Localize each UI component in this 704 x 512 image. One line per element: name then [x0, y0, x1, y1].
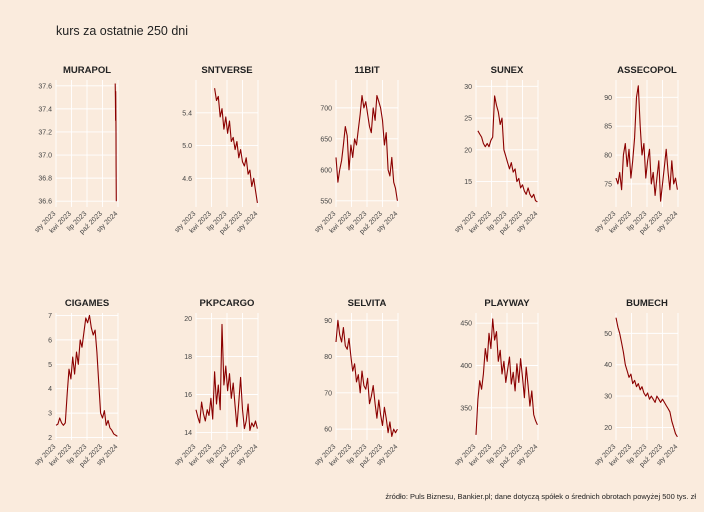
y-tick-label: 37.0 [38, 153, 52, 160]
panel-title: SUNEX [491, 65, 524, 76]
y-tick-label: 7 [48, 313, 52, 320]
y-tick-label: 4.6 [182, 176, 192, 183]
y-tick-label: 16 [184, 392, 192, 399]
y-tick-label: 60 [324, 427, 332, 434]
y-tick-label: 20 [464, 147, 472, 154]
y-tick-label: 5 [48, 362, 52, 369]
y-tick-label: 650 [320, 136, 332, 143]
series-line-bumech [615, 317, 678, 438]
y-tick-label: 4 [48, 386, 52, 393]
y-tick-label: 37.2 [38, 129, 52, 136]
panel-title: ASSECOPOL [617, 65, 677, 76]
source-caption: źródło: Puls Biznesu, Bankier.pl; dane d… [385, 492, 696, 501]
y-tick-label: 6 [48, 337, 52, 344]
panel-title: PKPCARGO [200, 298, 255, 309]
y-tick-label: 50 [604, 331, 612, 338]
series-line-playway [475, 318, 538, 435]
y-tick-label: 550 [320, 198, 332, 205]
y-tick-label: 700 [320, 105, 332, 112]
y-tick-label: 400 [460, 363, 472, 370]
y-tick-label: 36.6 [38, 199, 52, 206]
y-tick-label: 350 [460, 405, 472, 412]
y-tick-label: 30 [464, 84, 472, 91]
page-title: kurs za ostatnie 250 dni [56, 24, 189, 38]
y-tick-label: 2 [48, 435, 52, 442]
y-tick-label: 40 [604, 362, 612, 369]
series-line-pkpcargo [195, 323, 258, 432]
y-tick-label: 80 [324, 354, 332, 361]
y-tick-label: 90 [604, 95, 612, 102]
y-tick-label: 70 [324, 390, 332, 397]
panel-title: MURAPOL [63, 65, 111, 76]
panel-title: PLAYWAY [484, 298, 530, 309]
panel-title: 11BIT [354, 65, 380, 76]
panel-title: BUMECH [626, 298, 668, 309]
series-line-sunex [477, 95, 538, 203]
y-tick-label: 18 [184, 354, 192, 361]
y-tick-label: 25 [464, 116, 472, 123]
series-line-murapol [114, 83, 117, 202]
y-tick-label: 30 [604, 394, 612, 401]
y-tick-label: 15 [464, 179, 472, 186]
y-tick-label: 80 [604, 153, 612, 160]
y-tick-label: 90 [324, 318, 332, 325]
y-tick-label: 14 [184, 430, 192, 437]
y-tick-label: 85 [604, 124, 612, 131]
y-tick-label: 36.8 [38, 176, 52, 183]
series-line-assecopol [615, 85, 678, 202]
y-tick-label: 3 [48, 411, 52, 418]
series-line-sntverse [214, 88, 258, 203]
y-tick-label: 75 [604, 181, 612, 188]
y-tick-label: 37.6 [38, 83, 52, 90]
y-tick-label: 600 [320, 167, 332, 174]
y-tick-label: 5.4 [182, 110, 192, 117]
y-tick-label: 450 [460, 321, 472, 328]
y-tick-label: 5.0 [182, 143, 192, 150]
series-line-selvita [335, 319, 398, 437]
panel-title: SELVITA [348, 298, 387, 309]
series-line-cigames [55, 314, 118, 437]
series-line-11bit [335, 94, 398, 201]
y-tick-label: 20 [604, 425, 612, 432]
panel-title: SNTVERSE [201, 65, 252, 76]
panel-title: CIGAMES [65, 298, 109, 309]
y-tick-label: 37.4 [38, 106, 52, 113]
y-tick-label: 20 [184, 316, 192, 323]
